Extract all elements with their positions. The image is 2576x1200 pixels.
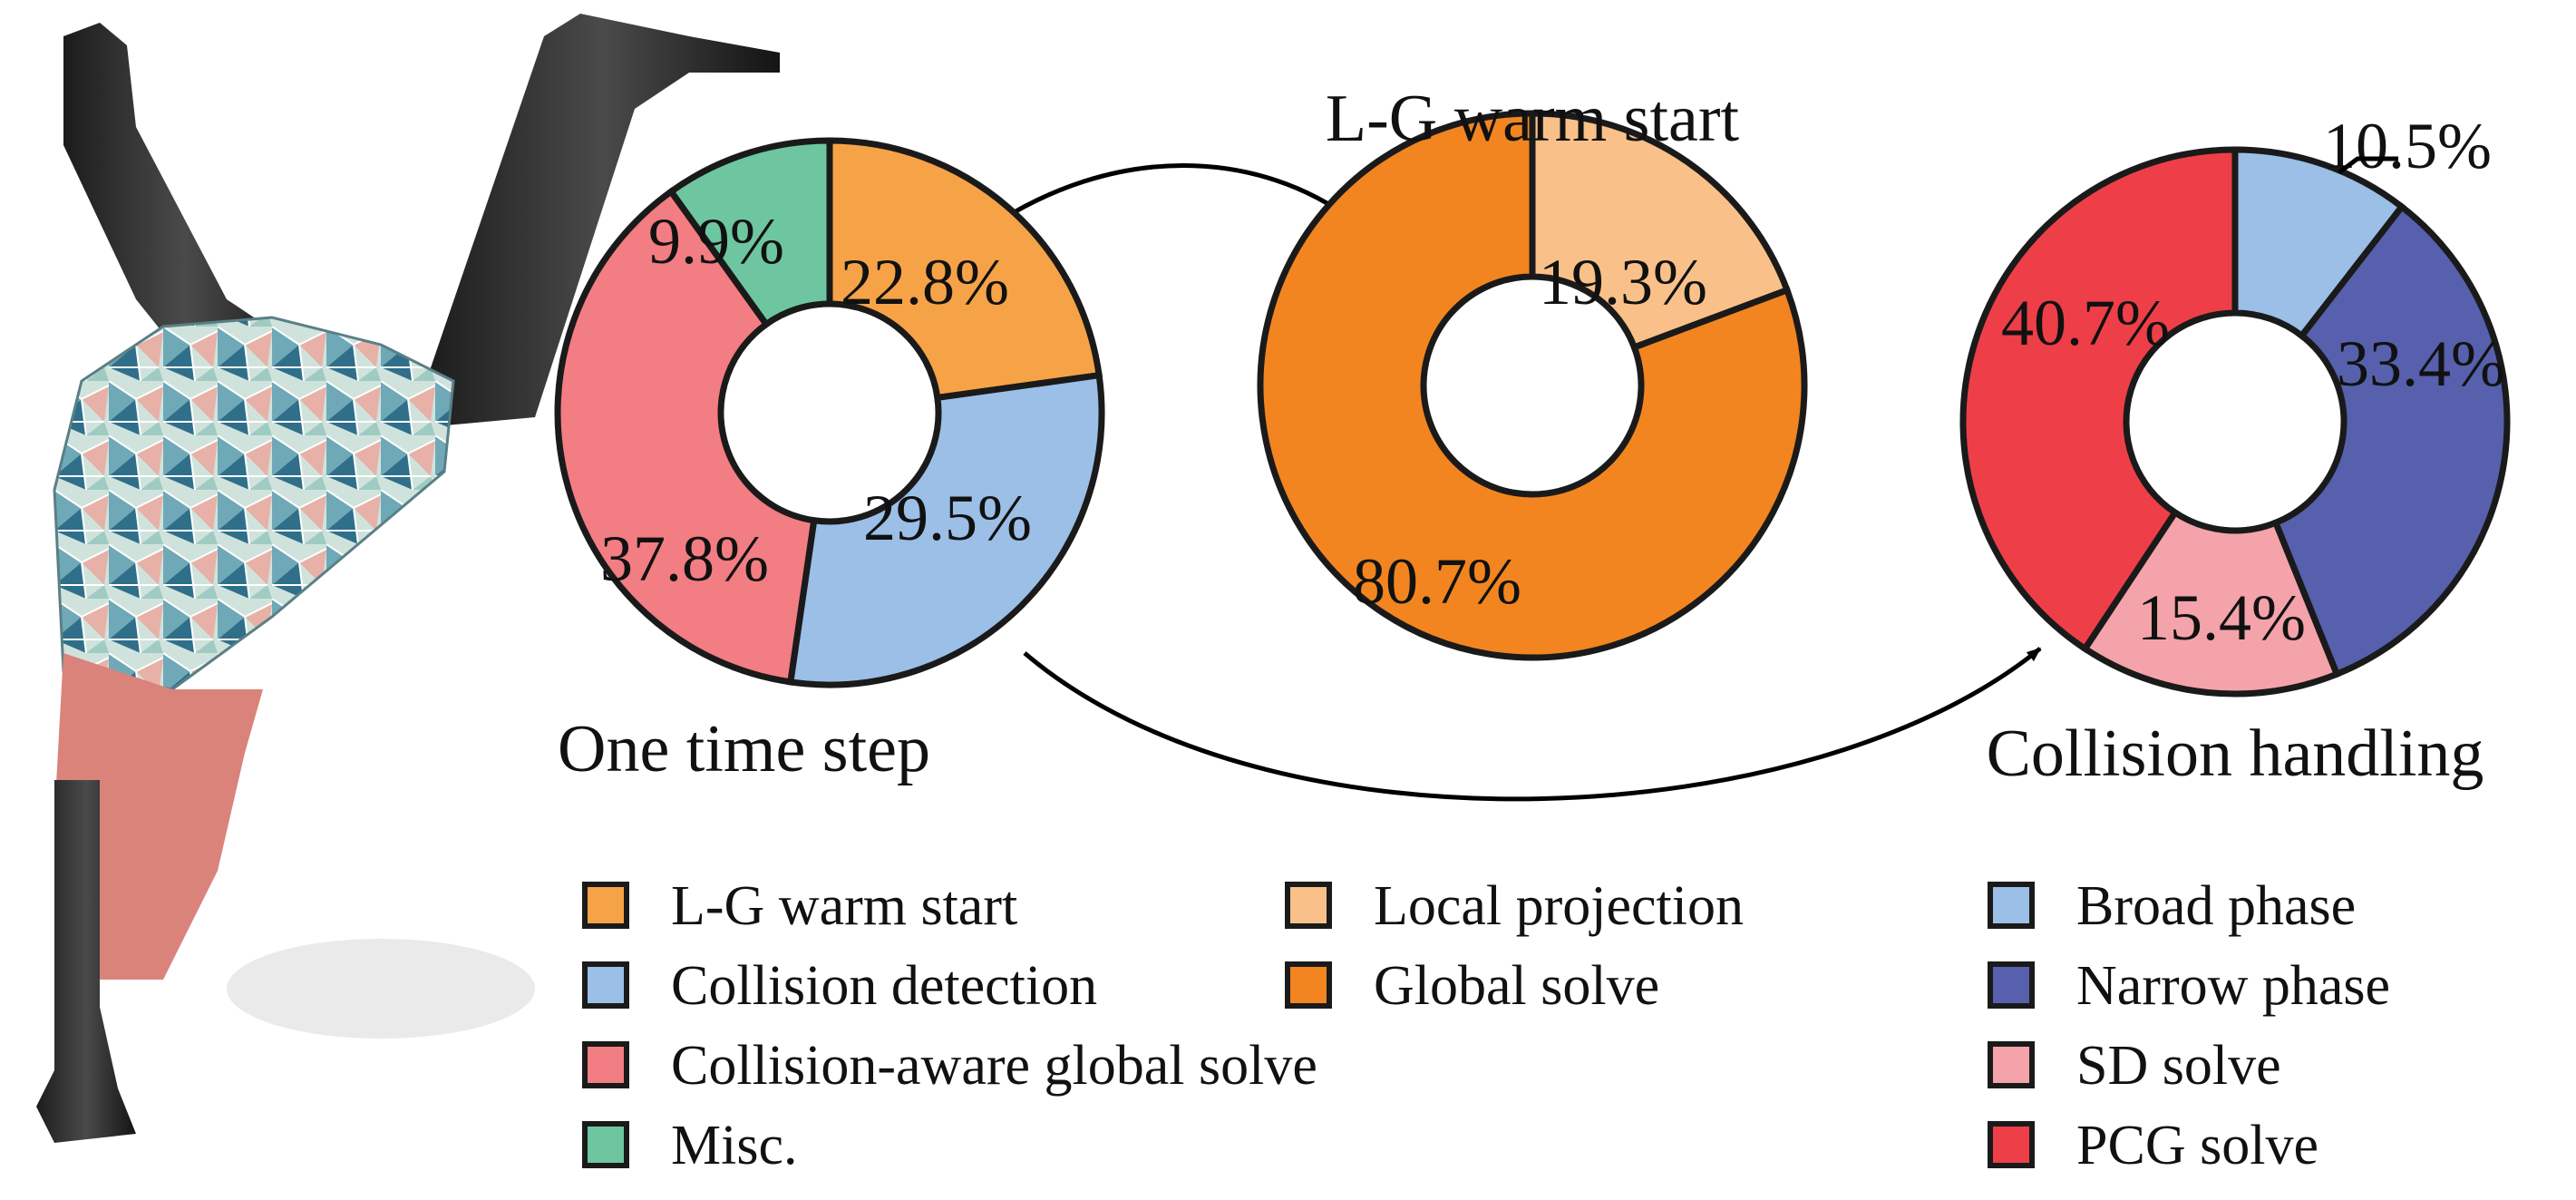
arrow-to-collision-handling [1023,647,2042,802]
donut-lg-warm-start: 19.3% 80.7% L-G warm start [1257,82,1808,661]
slice-label-broad-phase: 10.5% [2323,110,2492,182]
legends: L-G warm start Collision detection Collisi… [582,875,2390,1176]
legend-swatch-broad-phase [1988,882,2035,929]
slice-narrow-phase [2271,202,2511,678]
legend-swatch-l-g-warm-start [582,882,629,929]
leader-line-broad-phase [2338,156,2398,174]
legend-3: Broad phase Narrow phase SD solve PCG solve [1988,875,2390,1176]
legend-swatch-local-projection [1285,882,1332,929]
slice-label-collision-detection: 29.5% [863,482,1032,554]
slice-label-global-solve: 80.7% [1353,545,1521,618]
chart-title-collision-handling: Collision handling [1987,717,2484,791]
chart-title-one-time-step: One time step [558,712,930,786]
legend-swatch-misc [582,1121,629,1168]
legend-swatch-narrow-phase [1988,961,2035,1009]
slice-label-sd-solve: 15.4% [2137,581,2306,654]
slice-label-narrow-phase: 33.4% [2337,327,2505,400]
donut-one-time-step: 22.8% 29.5% 37.8% 9.9% One time step [554,137,1105,786]
legend-label-collision-detection: Collision detection [671,955,1097,1017]
slice-label-collision-aware-global-solve: 37.8% [600,522,769,595]
legend-2: Local projection Global solve [1285,875,1744,1017]
legend-swatch-collision-aware-global-solve [582,1041,629,1088]
legend-swatch-global-solve [1285,961,1332,1009]
legend-swatch-sd-solve [1988,1041,2035,1088]
legend-label-local-projection: Local projection [1374,875,1744,937]
slice-label-misc: 9.9% [648,205,784,278]
legend-label-pcg-solve: PCG solve [2076,1115,2318,1176]
chart-title-l-g-warm-start: L-G warm start [1326,82,1740,156]
legend-label-misc: Misc. [671,1115,798,1176]
slice-collision-aware-global-solve [554,187,818,686]
slice-local-projection [1529,110,1792,352]
arrow-to-lg-warm-start [982,163,1357,234]
legend-label-sd-solve: SD solve [2076,1035,2281,1097]
slice-label-l-g-warm-start: 22.8% [841,246,1009,318]
legend-label-l-g-warm-start: L-G warm start [671,875,1017,937]
legend-swatch-collision-detection [582,961,629,1009]
slice-collision-detection [786,371,1105,688]
legend-label-collision-aware-global-solve: Collision-aware global solve [671,1035,1317,1097]
legend-swatch-pcg-solve [1988,1121,2035,1168]
slice-label-local-projection: 19.3% [1539,246,1707,318]
slice-broad-phase [2231,146,2406,341]
slice-pcg-solve [1959,146,2239,654]
legend-1: L-G warm start Collision detection Collisi… [582,875,1317,1176]
slice-misc [666,137,833,329]
slice-global-solve [1257,110,1808,661]
slice-l-g-warm-start [826,137,1103,402]
slice-label-pcg-solve: 40.7% [2001,287,2170,359]
legend-label-global-solve: Global solve [1374,955,1659,1017]
donut-collision-handling: 10.5% 33.4% 15.4% 40.7% Collision handling [1959,110,2511,791]
figure-illustration [36,14,780,1143]
legend-label-broad-phase: Broad phase [2076,875,2356,937]
legend-label-narrow-phase: Narrow phase [2076,955,2390,1017]
